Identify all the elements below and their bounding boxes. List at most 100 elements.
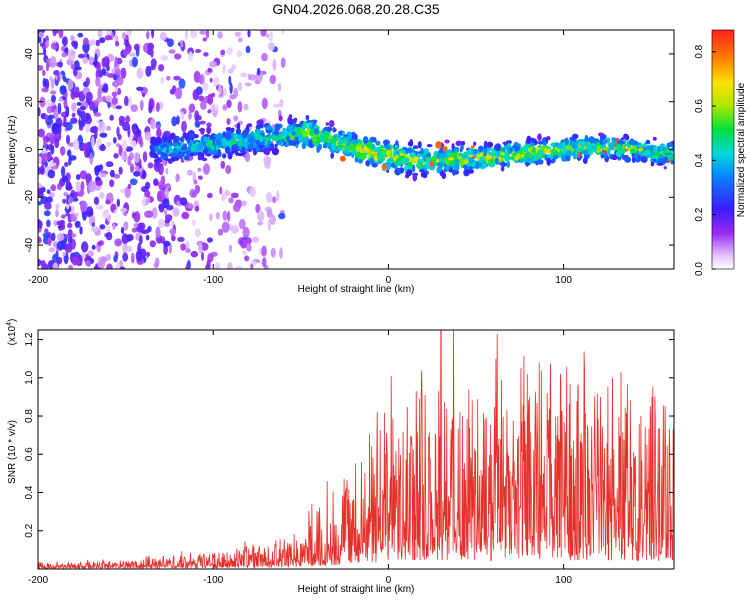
spectrogram-cell xyxy=(66,222,73,229)
spectrogram-cell xyxy=(84,123,91,133)
spectrogram-cell xyxy=(235,266,244,269)
spectrogram-cell xyxy=(230,127,235,133)
snr-y-ticks: 0.2 0.4 0.6 0.8 1.0 1.2 xyxy=(24,332,674,538)
spectrogram-cell xyxy=(38,31,44,38)
spectrogram-cell xyxy=(130,252,135,264)
spectrogram-cell xyxy=(233,133,238,140)
spectrogram-cell xyxy=(52,253,59,263)
spectrogram-cell xyxy=(95,76,101,87)
spectrogram-cell xyxy=(156,150,162,155)
spectrogram-cell xyxy=(168,145,173,153)
spectrogram-cell xyxy=(87,250,95,257)
spectrogram-cell xyxy=(150,50,154,58)
spectrogram-cell xyxy=(105,95,113,103)
spectrogram-cell xyxy=(194,120,201,128)
spectrogram-cell xyxy=(280,57,286,69)
spectrogram-cell xyxy=(417,141,422,149)
spectrogram-cell xyxy=(47,144,54,151)
spectrogram-cell xyxy=(168,49,176,54)
spectrogram-cell xyxy=(191,219,196,227)
spectrogram-cell xyxy=(215,212,220,220)
spectrogram-cell xyxy=(56,233,65,241)
spectrogram-cell xyxy=(269,143,275,149)
spectrogram-cell xyxy=(106,263,113,269)
spectrogram-cell xyxy=(170,157,175,161)
spectrogram-cell xyxy=(42,48,47,56)
spectrogram-cell xyxy=(247,123,253,128)
spectrogram-cell xyxy=(406,169,411,178)
spectrogram-cell xyxy=(41,43,47,50)
spectrogram-cell xyxy=(145,65,152,77)
spectrogram-cell xyxy=(345,145,350,153)
spectrogram-cell xyxy=(62,251,67,257)
spectrogram-cell xyxy=(99,173,107,178)
spectrogram-cell xyxy=(227,152,233,160)
spectrogram-cell xyxy=(326,142,332,148)
spectrogram-x-tick-label: -100 xyxy=(203,275,223,286)
spectrogram-cell xyxy=(262,257,267,268)
spectrogram-cell xyxy=(126,30,133,36)
spectrogram-cell xyxy=(114,56,118,68)
colorbar-tick-label: 0.8 xyxy=(694,44,705,58)
spectrogram-cell xyxy=(134,165,140,172)
spectrogram-cell xyxy=(198,75,203,85)
spectrogram-cell xyxy=(281,30,285,35)
spectrogram-cell xyxy=(202,82,209,91)
spectrogram-cell xyxy=(166,75,171,81)
spectrogram-cell xyxy=(54,138,60,149)
spectrogram-cell xyxy=(66,149,72,157)
spectrogram-cell xyxy=(224,190,231,196)
spectrogram-cell xyxy=(58,30,64,39)
spectrogram-cell xyxy=(236,141,240,145)
spectrogram-cell xyxy=(230,225,239,234)
spectrogram-cell xyxy=(228,244,233,253)
spectrogram-cell xyxy=(244,255,250,262)
spectrogram-cell xyxy=(429,160,434,168)
spectrogram-cell xyxy=(226,118,231,125)
spectrogram-cell xyxy=(222,88,227,96)
spectrogram-cell xyxy=(64,243,73,254)
spectrogram-cell xyxy=(466,162,471,167)
spectrogram-cell xyxy=(651,155,658,159)
spectrogram-cell xyxy=(72,90,76,96)
spectrogram-cell xyxy=(105,199,111,205)
spectrogram-cell xyxy=(245,237,252,245)
spectrogram-cell xyxy=(207,93,214,106)
spectrogram-cell xyxy=(275,123,280,132)
spectrogram-cell xyxy=(632,156,636,164)
spectrogram-cell xyxy=(472,149,478,154)
spectrogram-cell xyxy=(461,141,466,146)
spectrogram-cell xyxy=(656,162,664,166)
spectrogram-cell xyxy=(321,130,325,134)
spectrogram-cell xyxy=(590,145,597,151)
spectrogram-cell xyxy=(141,93,146,98)
spectrogram-cell xyxy=(454,159,460,163)
spectrogram-cell xyxy=(75,181,82,193)
spectrogram-cell xyxy=(72,197,79,202)
spectrogram-cell xyxy=(142,151,148,163)
spectrogram-cell xyxy=(125,146,133,152)
spectrogram-cell xyxy=(135,250,143,262)
snr-y-label: SNR (10 * v/v) xyxy=(7,420,18,484)
spectrogram-cell xyxy=(113,153,119,159)
spectrogram-cell xyxy=(553,154,559,160)
spectrogram-cell xyxy=(202,37,207,42)
spectrogram-cell xyxy=(452,148,456,153)
spectrogram-cell xyxy=(73,139,80,151)
spectrogram-cell xyxy=(256,67,261,76)
spectrogram-cell xyxy=(53,219,58,227)
spectrogram-cell xyxy=(47,237,52,247)
spectrogram-cell xyxy=(455,140,463,147)
spectrogram-cell xyxy=(494,144,501,152)
spectrogram-cell xyxy=(220,160,226,169)
spectrogram-cell xyxy=(658,145,663,151)
spectrogram-cell xyxy=(160,54,169,62)
spectrogram-cell xyxy=(588,136,595,144)
spectrogram-cell xyxy=(319,133,323,140)
spectrogram-cell xyxy=(249,136,256,144)
spectrogram-cell xyxy=(168,153,172,157)
spectrogram-cell xyxy=(269,214,276,226)
colorbar-tick-label: 0.0 xyxy=(694,262,705,276)
spectrogram-cell xyxy=(386,169,390,173)
spectrogram-cell xyxy=(206,126,212,135)
